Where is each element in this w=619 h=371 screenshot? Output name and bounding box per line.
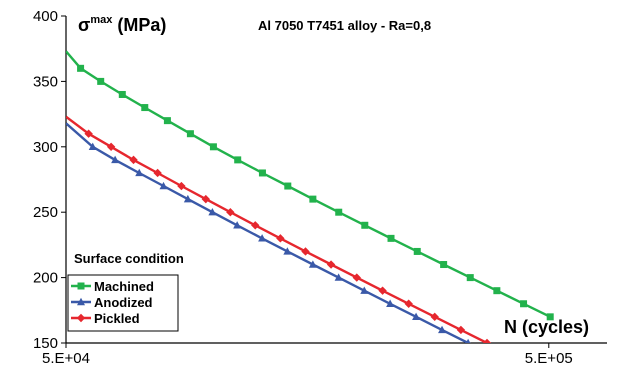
legend-label: Anodized — [94, 295, 153, 310]
data-point-pickled — [430, 312, 439, 322]
data-point-anodized — [516, 365, 524, 371]
y-tick-label: 350 — [33, 73, 58, 90]
y-axis-label-main: σ — [78, 15, 90, 35]
y-tick-label: 400 — [33, 8, 58, 25]
y-axis-label-sup: max — [90, 14, 113, 26]
data-point-anodized — [258, 234, 267, 242]
data-point-anodized — [111, 155, 120, 164]
legend-label: Machined — [94, 279, 154, 294]
series-line-pickled — [66, 115, 488, 343]
data-point-machined — [413, 247, 421, 255]
data-point-pickled — [251, 221, 260, 230]
data-point-anodized — [208, 208, 217, 216]
data-point-machined — [97, 77, 105, 85]
data-point-machined — [546, 313, 554, 321]
data-point-machined — [186, 130, 194, 138]
data-point-machined — [234, 156, 242, 164]
data-point-anodized — [334, 273, 343, 281]
legend-item-anodized: Anodized — [71, 295, 153, 310]
data-point-pickled — [201, 194, 211, 204]
data-point-machined — [361, 221, 369, 229]
data-point-pickled — [226, 208, 235, 217]
data-point-pickled — [456, 325, 466, 335]
data-point-machined — [466, 274, 474, 282]
data-point-machined — [163, 117, 171, 125]
series-anodized — [66, 122, 524, 371]
data-point-anodized — [233, 221, 242, 229]
data-point-pickled — [276, 234, 285, 243]
data-point-anodized — [88, 142, 97, 150]
data-point-machined — [440, 261, 448, 269]
data-point-anodized — [412, 312, 421, 321]
data-point-machined — [258, 169, 266, 177]
legend-title: Surface condition — [74, 251, 184, 266]
data-point-anodized — [386, 299, 395, 307]
data-point-machined — [309, 195, 317, 203]
data-point-pickled — [352, 273, 361, 282]
y-axis-label: σmax (MPa) — [78, 14, 166, 35]
legend-item-pickled: Pickled — [71, 311, 140, 326]
legend-marker — [77, 297, 85, 306]
data-point-anodized — [360, 286, 369, 294]
x-tick-label: 5.E+04 — [42, 350, 90, 367]
y-tick-label: 250 — [33, 204, 58, 221]
data-point-machined — [209, 143, 217, 151]
data-point-machined — [77, 64, 85, 72]
y-tick-label: 150 — [33, 335, 58, 352]
y-axis-label-unit: (MPa) — [112, 15, 166, 35]
legend-marker — [76, 313, 86, 323]
data-point-pickled — [153, 168, 162, 178]
series-layer — [66, 50, 554, 371]
data-point-pickled — [404, 299, 413, 308]
series-pickled — [66, 115, 492, 343]
data-point-pickled — [84, 129, 93, 138]
data-point-machined — [520, 300, 528, 308]
data-point-anodized — [438, 325, 447, 334]
data-point-machined — [141, 104, 149, 112]
data-point-machined — [284, 182, 292, 190]
data-point-anodized — [135, 168, 144, 177]
data-point-anodized — [490, 352, 498, 359]
legend-marker — [77, 282, 85, 290]
axes-layer: 150 200 250 300 350 400 5.E+04 5.E+05 — [33, 8, 607, 367]
chart-title: Al 7050 T7451 alloy - Ra=0,8 — [258, 18, 431, 33]
data-point-machined — [387, 234, 395, 242]
data-point-machined — [335, 208, 343, 216]
data-point-pickled — [301, 247, 310, 256]
legend-label: Pickled — [94, 311, 140, 326]
y-tick-label: 200 — [33, 270, 58, 287]
data-point-machined — [118, 90, 126, 98]
data-point-anodized — [465, 338, 471, 343]
data-point-pickled — [326, 260, 336, 269]
series-line-anodized — [66, 122, 471, 343]
x-tick-label: 5.E+05 — [525, 350, 573, 367]
data-point-anodized — [283, 247, 292, 255]
legend-item-machined: Machined — [71, 279, 154, 294]
x-axis-label: N (cycles) — [504, 317, 589, 337]
data-point-pickled — [129, 155, 138, 165]
y-tick-label: 300 — [33, 139, 58, 156]
data-point-pickled — [482, 338, 492, 343]
data-point-pickled — [106, 142, 116, 151]
data-point-anodized — [308, 260, 317, 268]
data-point-anodized — [183, 194, 192, 203]
data-point-pickled — [378, 286, 387, 295]
data-point-anodized — [159, 181, 168, 190]
series-machined — [66, 50, 554, 321]
data-point-machined — [493, 287, 501, 295]
data-point-pickled — [177, 181, 186, 191]
